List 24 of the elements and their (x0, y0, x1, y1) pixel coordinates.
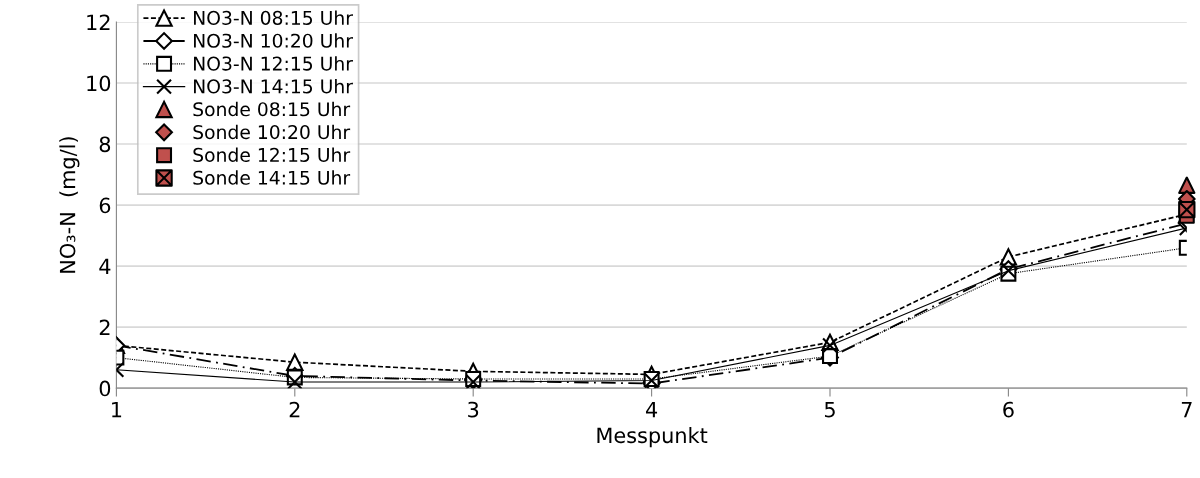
x-tick-label: 1 (112, 401, 122, 418)
x-tick-label: 6 (1003, 401, 1014, 418)
x-tick-label: 3 (468, 401, 479, 418)
y-tick-label: 0 (99, 380, 111, 397)
legend-label: Sonde 10:20 Uhr (193, 124, 351, 140)
x-tick-label: 7 (1181, 401, 1192, 418)
y-axis-title: NO₃-N (mg/l) (59, 137, 80, 273)
y-tick-label: 2 (99, 319, 110, 336)
y-tick-label: 4 (99, 258, 111, 274)
y-tick-label: 12 (87, 14, 110, 30)
y-tick-label: 8 (99, 136, 111, 153)
y-tick-label: 6 (99, 197, 111, 214)
legend-label: NO3-N 14:15 Uhr (194, 78, 353, 94)
x-tick-label: 4 (645, 401, 658, 418)
x-tick-label: 2 (289, 401, 300, 418)
legend-label: NO3-N 12:15 Uhr (194, 56, 353, 71)
legend-label: Sonde 08:15 Uhr (193, 101, 351, 117)
y-tick-label: 10 (87, 75, 111, 92)
legend-label: Sonde 14:15 Uhr (193, 170, 351, 185)
legend-label: NO3-N 08:15 Uhr (194, 10, 353, 25)
legend-label: Sonde 12:15 Uhr (193, 147, 351, 162)
legend-label: NO3-N 10:20 Uhr (194, 33, 353, 48)
x-tick-label: 5 (824, 401, 835, 418)
x-axis-title: Messpunkt (597, 427, 708, 448)
